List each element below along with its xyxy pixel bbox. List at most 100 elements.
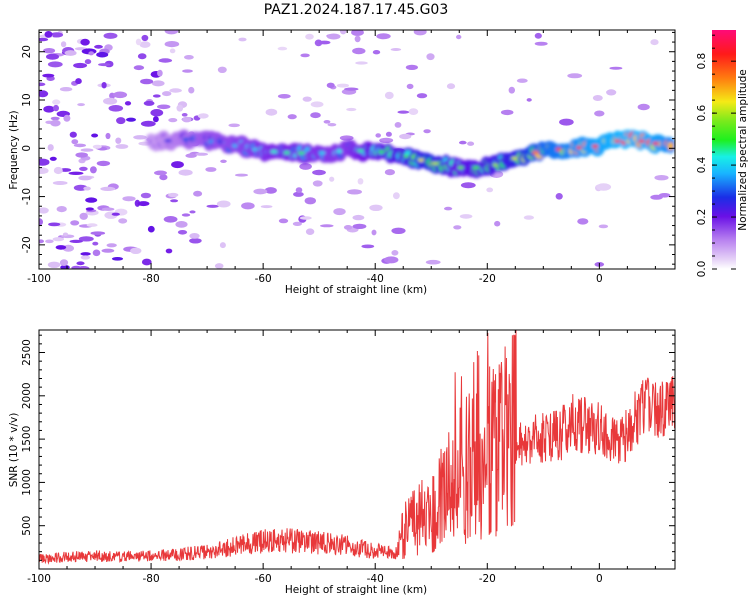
- spectrogram-noise-patch: [92, 144, 102, 149]
- spectrogram-noise-patch: [130, 247, 142, 254]
- spectrogram-noise-patch: [158, 58, 173, 63]
- spectrogram-noise-patch: [278, 218, 289, 224]
- spectrogram-noise-patch: [79, 212, 88, 220]
- spectrogram-noise-patch: [318, 40, 331, 45]
- ridge-core: [356, 149, 365, 153]
- snr-ticks: -100 -80 -60 -40 -20 0 500 1000 1500 2000 2500: [21, 330, 675, 585]
- spectrogram-noise-patch: [78, 175, 92, 181]
- spectrogram-noise-patch: [609, 66, 623, 70]
- ridge-core: [252, 147, 258, 151]
- x-tick-label: 0: [596, 273, 603, 285]
- spectrogram-noise-patch: [413, 30, 427, 36]
- spectrogram-noise-patch: [47, 61, 63, 68]
- spectrogram-noise-patch: [92, 249, 101, 257]
- spectrogram-noise-patch: [78, 236, 94, 242]
- x-tick-label: -60: [255, 273, 272, 285]
- ridge-core: [638, 139, 646, 143]
- spectrogram-noise-patch: [118, 218, 128, 224]
- spectrogram-noise-patch: [163, 216, 178, 223]
- spectrogram-noise-patch: [206, 204, 219, 208]
- spectrogram-ridge: [145, 129, 675, 179]
- spectrogram-noise-patch: [352, 47, 366, 55]
- spectrogram-noise-patch: [408, 108, 419, 115]
- spectrogram-noise-patch: [175, 221, 188, 228]
- spectrogram-noise-patch: [55, 245, 67, 250]
- spectrogram-noise-patch: [390, 48, 402, 51]
- spectrogram-noise-patch: [555, 193, 563, 200]
- spectrogram-noise-patch: [159, 174, 168, 181]
- spectrogram-noise-patch: [343, 225, 353, 230]
- spectrogram-noise-patch: [295, 187, 303, 194]
- spectrogram-noise-patch: [73, 143, 86, 148]
- spectrogram-noise-patch: [459, 214, 473, 219]
- ridge-core: [182, 137, 190, 141]
- spectrogram-noise-patch: [168, 192, 179, 198]
- spectrogram-noise-patch: [45, 239, 54, 244]
- spectrogram-noise-patch: [526, 98, 532, 102]
- colorbar-tick-label: 0.4: [696, 156, 708, 173]
- y-tick-label: 2000: [21, 382, 33, 409]
- spectrogram-noise-patch: [456, 34, 462, 40]
- spectrogram-noise-patch: [399, 133, 412, 140]
- spectrogram-noise-patch: [339, 135, 354, 141]
- spectrogram-noise-patch: [406, 83, 414, 90]
- spectrogram-noise-patch: [592, 95, 603, 101]
- spectrogram-noise-patch: [39, 37, 49, 42]
- spectrogram-noise-patch: [598, 224, 609, 229]
- x-tick-label: -100: [27, 573, 51, 585]
- ridge-core: [576, 146, 582, 150]
- ridge-core: [418, 158, 424, 162]
- ridge-core: [652, 141, 659, 146]
- spectrogram-noise-patch: [375, 133, 382, 138]
- spectrogram-noise-patch: [534, 32, 542, 39]
- spectrogram-noise-patch: [80, 148, 94, 152]
- spectrogram-noise-patch: [100, 186, 116, 191]
- spectrogram-noise-patch: [68, 171, 84, 175]
- y-tick-label: 1000: [21, 469, 33, 496]
- spectrogram-noise-patch: [446, 83, 456, 90]
- spectrogram-noise-patch: [140, 120, 156, 127]
- spectrogram-noise-patch: [326, 82, 335, 89]
- spectrogram-noise-patch: [567, 73, 583, 79]
- spectrogram-noise-patch: [50, 116, 60, 121]
- spectrogram-noise-patch: [44, 31, 53, 38]
- x-tick-label: 0: [596, 573, 603, 585]
- spectrogram-noise-patch: [88, 51, 94, 56]
- spectrogram-noise-patch: [92, 241, 99, 246]
- snr-panel: -100 -80 -60 -40 -20 0 500 1000 1500 2000 2500 Hei…: [8, 329, 676, 596]
- x-tick-label: -40: [367, 273, 384, 285]
- spectrogram-noise-patch: [379, 137, 394, 143]
- spectrogram-noise-patch: [53, 166, 63, 175]
- ridge-core: [336, 149, 343, 153]
- spectrogram-noise-patch: [305, 228, 315, 235]
- spectrogram-noise-patch: [494, 220, 501, 227]
- spectrogram-noise-patch: [115, 144, 129, 149]
- spectrogram-noise-patch: [310, 101, 324, 108]
- spectrogram-content: [39, 30, 675, 269]
- spectrogram-noise-patch: [75, 152, 88, 158]
- spectrogram-noise-patch: [96, 160, 111, 167]
- spectrogram-noise-patch: [124, 101, 132, 106]
- spectrogram-noise-patch: [171, 161, 184, 169]
- spectrogram-noise-patch: [453, 225, 462, 230]
- spectrogram-noise-patch: [347, 189, 362, 195]
- spectrogram-noise-patch: [71, 265, 82, 269]
- spectrogram-noise-patch: [111, 212, 120, 216]
- spectrogram-noise-patch: [137, 201, 150, 207]
- spectrogram-noise-patch: [94, 44, 103, 49]
- colorbar-gradient: [712, 30, 736, 269]
- spectrogram-noise-patch: [69, 239, 83, 243]
- spectrogram-noise-patch: [650, 39, 659, 46]
- spectrogram-noise-patch: [516, 78, 528, 83]
- spectrogram-noise-patch: [391, 250, 399, 256]
- ridge-mid: [667, 142, 674, 151]
- spectrogram-noise-patch: [238, 37, 247, 42]
- spectrogram-noise-patch: [122, 196, 136, 202]
- spectrogram-noise-patch: [384, 169, 395, 176]
- spectrogram-noise-patch: [423, 129, 431, 134]
- ridge-core: [232, 144, 238, 148]
- spectrogram-noise-patch: [508, 86, 515, 94]
- spectrogram-noise-patch: [658, 193, 671, 198]
